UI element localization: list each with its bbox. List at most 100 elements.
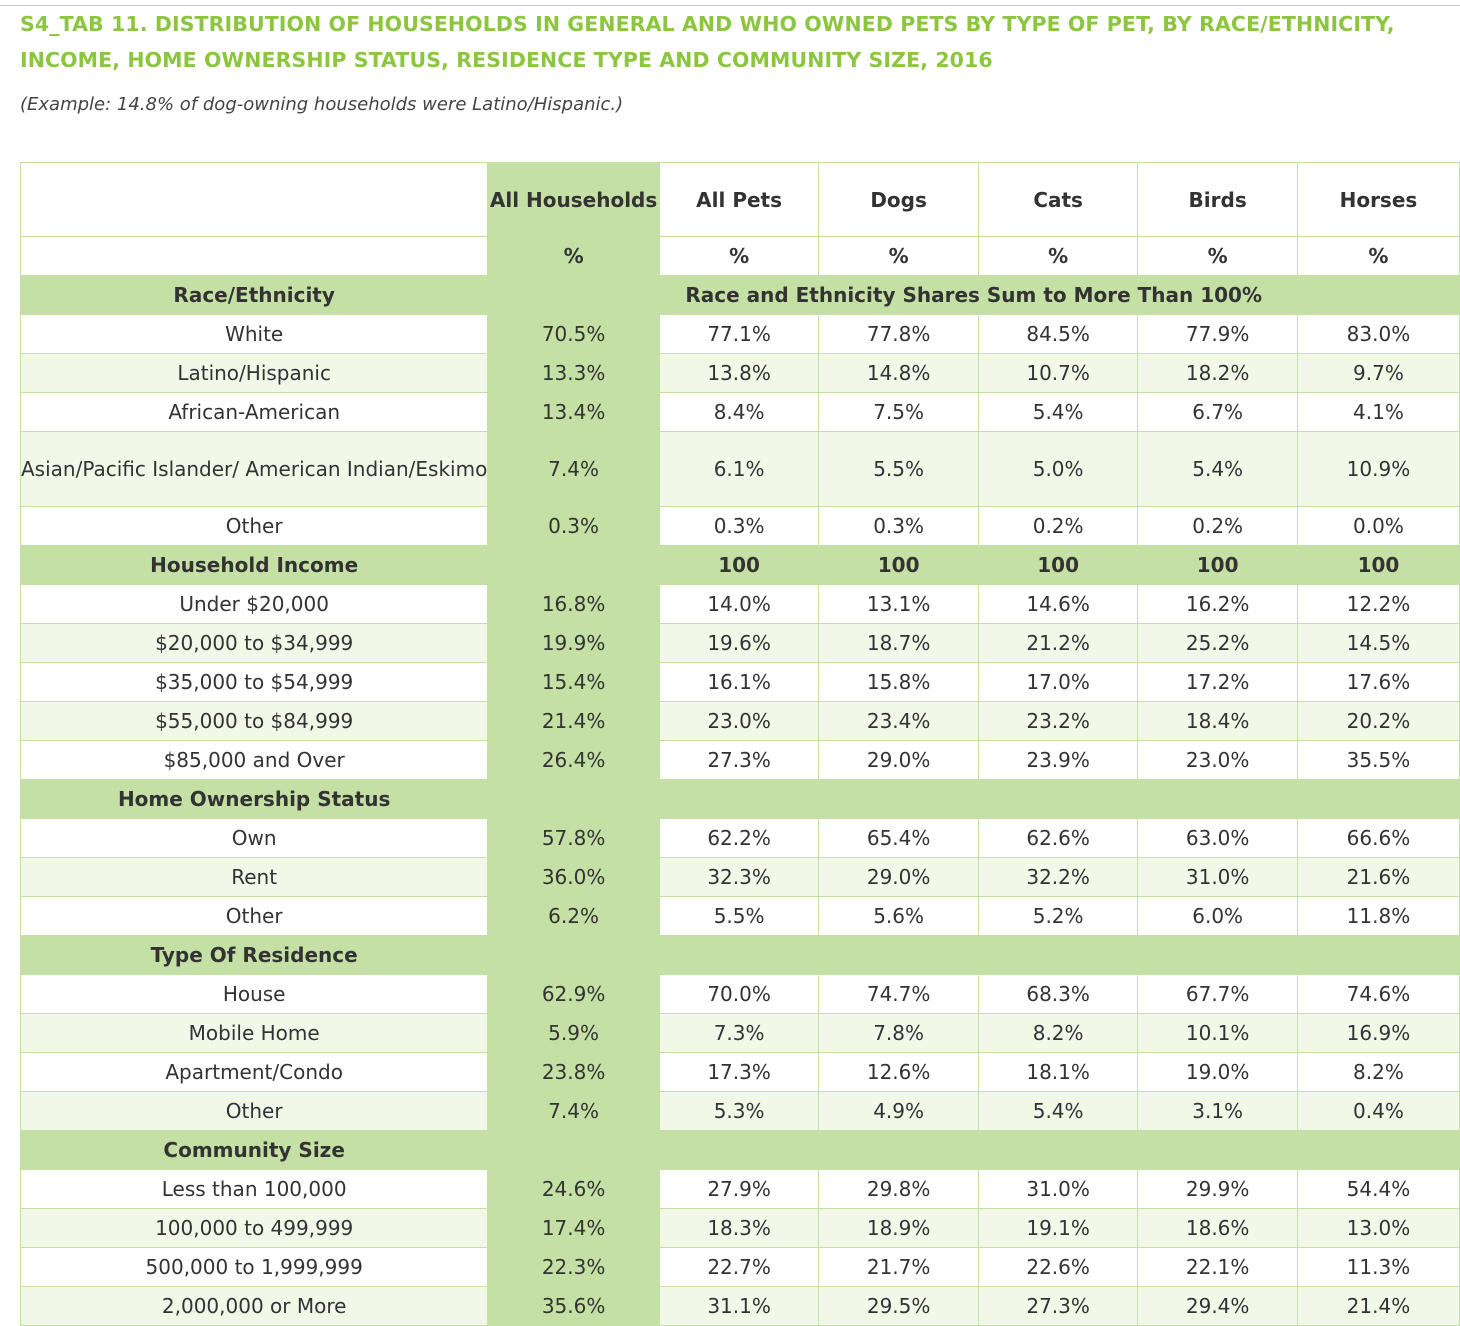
- cell-all-pets: 23.0%: [658, 701, 820, 741]
- cell-birds: 23.0%: [1137, 740, 1298, 780]
- row-label: Own: [19, 818, 489, 858]
- section-total: [487, 545, 660, 585]
- cell-birds: 77.9%: [1137, 314, 1298, 354]
- column-header-row: All Households All Pets Dogs Cats Birds …: [19, 162, 1460, 237]
- cell-all-households: 13.4%: [487, 392, 660, 432]
- cell-birds: 29.4%: [1137, 1286, 1298, 1326]
- row-label: Other: [19, 896, 489, 936]
- cell-all-pets: 5.5%: [658, 896, 820, 936]
- cell-birds: 17.2%: [1137, 662, 1298, 702]
- table-row: Apartment/Condo 23.8% 17.3% 12.6% 18.1% …: [19, 1052, 1460, 1092]
- distribution-table: All Households All Pets Dogs Cats Birds …: [19, 162, 1460, 1326]
- row-label: 100,000 to 499,999: [19, 1208, 489, 1248]
- cell-dogs: 7.8%: [818, 1013, 979, 1053]
- cell-horses: 20.2%: [1296, 701, 1460, 741]
- cell-dogs: 0.3%: [818, 506, 979, 546]
- table-row: Other 0.3% 0.3% 0.3% 0.2% 0.2% 0.0%: [19, 506, 1460, 546]
- cell-all-pets: 0.3%: [658, 506, 820, 546]
- cell-all-households: 15.4%: [487, 662, 660, 702]
- cell-all-pets: 18.3%: [658, 1208, 820, 1248]
- cell-all-pets: 27.9%: [658, 1169, 820, 1209]
- cell-cats: 0.2%: [977, 506, 1139, 546]
- cell-dogs: 18.9%: [818, 1208, 979, 1248]
- cell-cats: 19.1%: [977, 1208, 1139, 1248]
- cell-dogs: 77.8%: [818, 314, 979, 354]
- cell-cats: 68.3%: [977, 974, 1139, 1014]
- cell-dogs: 13.1%: [818, 584, 979, 624]
- cell-horses: 11.3%: [1296, 1247, 1460, 1287]
- section-header-row: Community Size: [19, 1130, 1460, 1170]
- section-label: Home Ownership Status: [19, 779, 489, 819]
- cell-birds: 18.6%: [1137, 1208, 1298, 1248]
- cell-birds: 6.0%: [1137, 896, 1298, 936]
- table-row: 2,000,000 or More 35.6% 31.1% 29.5% 27.3…: [19, 1286, 1460, 1326]
- table-row: 100,000 to 499,999 17.4% 18.3% 18.9% 19.…: [19, 1208, 1460, 1248]
- cell-dogs: 4.9%: [818, 1091, 979, 1131]
- table-row: $35,000 to $54,999 15.4% 16.1% 15.8% 17.…: [19, 662, 1460, 702]
- cell-all-pets: 13.8%: [658, 353, 820, 393]
- row-label: $55,000 to $84,999: [19, 701, 489, 741]
- table-row: Asian/Pacific Islander/ American Indian/…: [19, 431, 1460, 507]
- cell-all-households: 0.3%: [487, 506, 660, 546]
- cell-horses: 13.0%: [1296, 1208, 1460, 1248]
- cell-dogs: 14.8%: [818, 353, 979, 393]
- row-label: Other: [19, 1091, 489, 1131]
- cell-dogs: 65.4%: [818, 818, 979, 858]
- cell-horses: 11.8%: [1296, 896, 1460, 936]
- column-header-cats: Cats: [977, 162, 1139, 237]
- cell-horses: 0.4%: [1296, 1091, 1460, 1131]
- unit-corner: [19, 236, 489, 276]
- header-corner: [19, 162, 489, 237]
- cell-all-households: 6.2%: [487, 896, 660, 936]
- cell-all-households: 62.9%: [487, 974, 660, 1014]
- cell-dogs: 23.4%: [818, 701, 979, 741]
- cell-all-pets: 32.3%: [658, 857, 820, 897]
- cell-cats: 84.5%: [977, 314, 1139, 354]
- cell-all-pets: 6.1%: [658, 431, 820, 507]
- section-header-row: Household Income 100 100 100 100 100: [19, 545, 1460, 585]
- cell-birds: 3.1%: [1137, 1091, 1298, 1131]
- cell-all-households: 17.4%: [487, 1208, 660, 1248]
- cell-horses: 14.5%: [1296, 623, 1460, 663]
- cell-horses: 0.0%: [1296, 506, 1460, 546]
- table-row: White 70.5% 77.1% 77.8% 84.5% 77.9% 83.0…: [19, 314, 1460, 354]
- section-filler: [487, 935, 1460, 975]
- cell-all-households: 22.3%: [487, 1247, 660, 1287]
- row-label: House: [19, 974, 489, 1014]
- row-label: Mobile Home: [19, 1013, 489, 1053]
- cell-all-households: 36.0%: [487, 857, 660, 897]
- cell-cats: 62.6%: [977, 818, 1139, 858]
- unit-label: %: [818, 236, 979, 276]
- section-total: 100: [977, 545, 1139, 585]
- cell-all-pets: 5.3%: [658, 1091, 820, 1131]
- table-row: Mobile Home 5.9% 7.3% 7.8% 8.2% 10.1% 16…: [19, 1013, 1460, 1053]
- cell-birds: 16.2%: [1137, 584, 1298, 624]
- section-note: Race and Ethnicity Shares Sum to More Th…: [487, 275, 1460, 315]
- row-label: Less than 100,000: [19, 1169, 489, 1209]
- cell-cats: 27.3%: [977, 1286, 1139, 1326]
- section-header-row: Type Of Residence: [19, 935, 1460, 975]
- cell-all-households: 16.8%: [487, 584, 660, 624]
- table-row: $55,000 to $84,999 21.4% 23.0% 23.4% 23.…: [19, 701, 1460, 741]
- table-row: $85,000 and Over 26.4% 27.3% 29.0% 23.9%…: [19, 740, 1460, 780]
- row-label: African-American: [19, 392, 489, 432]
- cell-all-pets: 31.1%: [658, 1286, 820, 1326]
- cell-birds: 31.0%: [1137, 857, 1298, 897]
- unit-header-row: % % % % % %: [19, 236, 1460, 276]
- row-label: Asian/Pacific Islander/ American Indian/…: [19, 431, 489, 507]
- cell-all-pets: 77.1%: [658, 314, 820, 354]
- cell-cats: 5.4%: [977, 1091, 1139, 1131]
- cell-all-pets: 8.4%: [658, 392, 820, 432]
- section-filler: [487, 779, 1460, 819]
- cell-dogs: 12.6%: [818, 1052, 979, 1092]
- cell-all-households: 21.4%: [487, 701, 660, 741]
- section-filler: [487, 1130, 1460, 1170]
- cell-horses: 17.6%: [1296, 662, 1460, 702]
- column-header-horses: Horses: [1296, 162, 1460, 237]
- cell-birds: 5.4%: [1137, 431, 1298, 507]
- cell-cats: 5.2%: [977, 896, 1139, 936]
- cell-horses: 21.4%: [1296, 1286, 1460, 1326]
- cell-all-households: 5.9%: [487, 1013, 660, 1053]
- cell-birds: 67.7%: [1137, 974, 1298, 1014]
- cell-all-households: 57.8%: [487, 818, 660, 858]
